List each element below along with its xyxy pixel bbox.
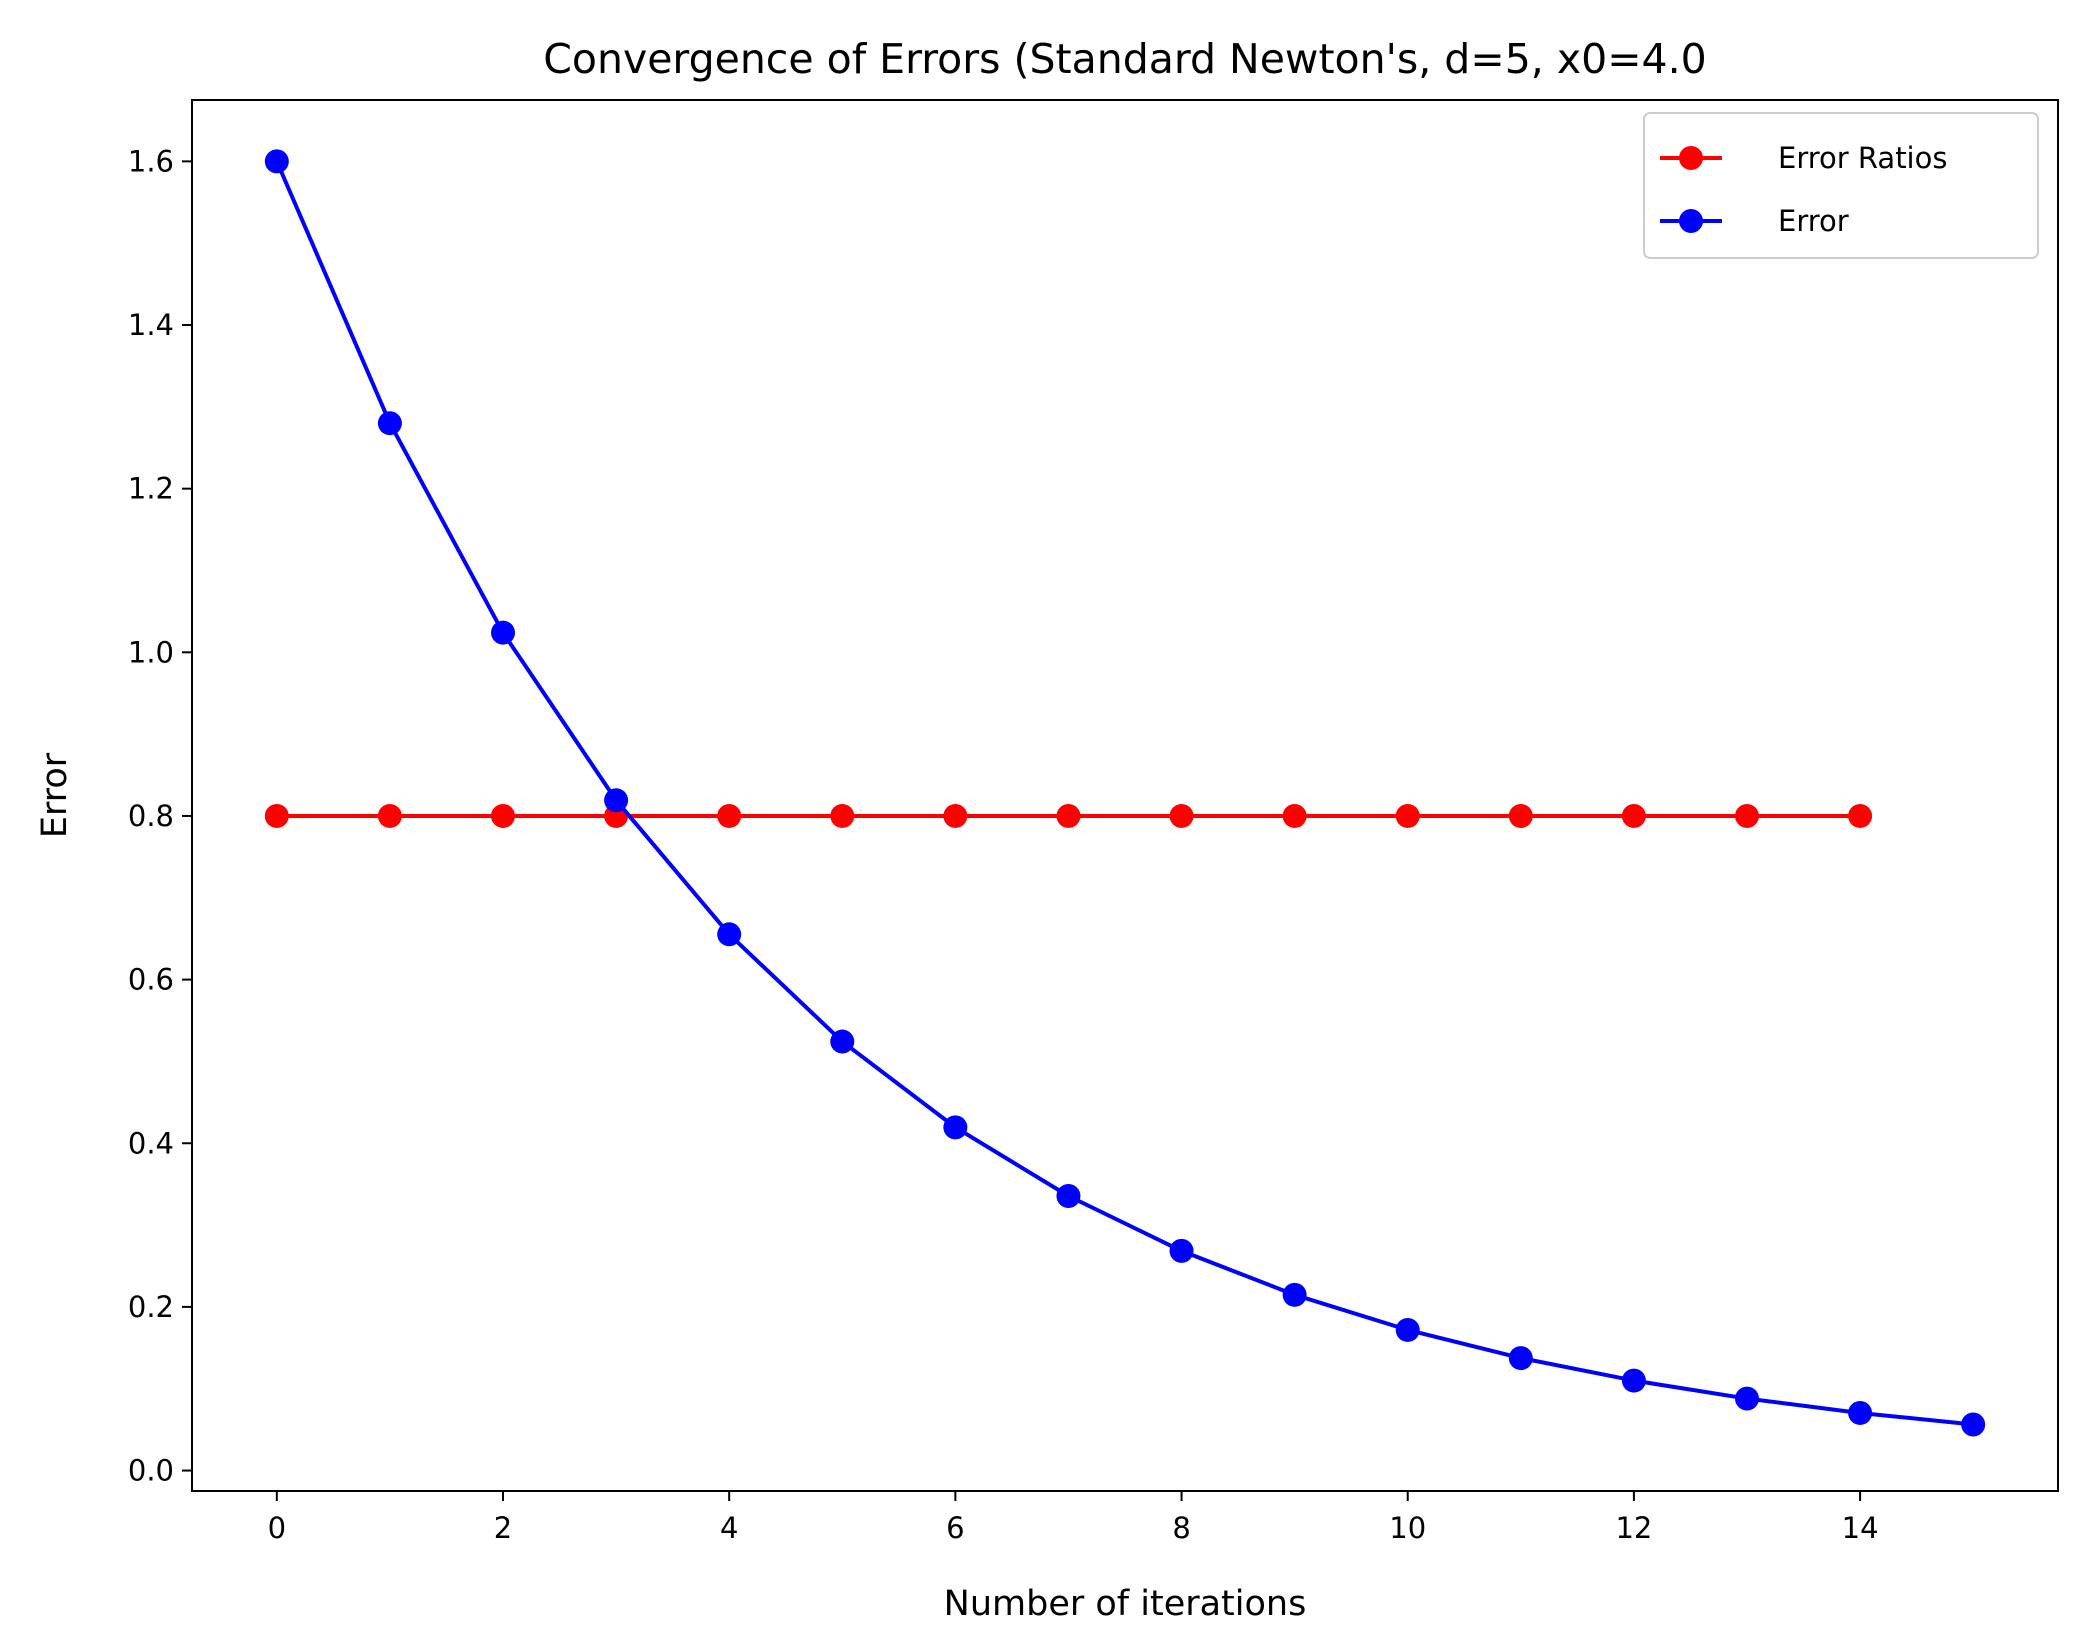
data-point xyxy=(1056,1183,1081,1208)
x-tick-label: 0 xyxy=(268,1511,286,1545)
legend-item: Error xyxy=(1660,204,1849,238)
data-point xyxy=(943,803,968,828)
data-point xyxy=(1621,1368,1646,1393)
data-point xyxy=(1508,1346,1533,1371)
chart-title: Convergence of Errors (Standard Newton's… xyxy=(543,35,1707,83)
data-point xyxy=(264,149,289,174)
x-tick-label: 6 xyxy=(946,1511,964,1545)
x-tick-label: 8 xyxy=(1172,1511,1190,1545)
y-tick-label: 0.6 xyxy=(128,963,174,997)
data-point xyxy=(943,1115,968,1140)
data-point xyxy=(604,788,629,813)
data-point xyxy=(1508,803,1533,828)
x-tick-label: 4 xyxy=(720,1511,738,1545)
legend-marker xyxy=(1679,209,1703,233)
x-tick-label: 10 xyxy=(1389,1511,1426,1545)
data-point xyxy=(1848,803,1873,828)
y-tick-label: 0.0 xyxy=(128,1454,174,1488)
x-tick-label: 2 xyxy=(494,1511,512,1545)
y-tick-label: 1.2 xyxy=(128,472,174,506)
series-layer xyxy=(264,149,1986,1437)
series-error-ratios xyxy=(264,803,1873,828)
series-error xyxy=(264,149,1986,1437)
legend-box xyxy=(1643,112,2039,259)
data-point xyxy=(491,620,515,645)
y-tick-label: 1.0 xyxy=(128,635,174,669)
legend-label: Error xyxy=(1778,204,1849,238)
y-tick-label: 1.6 xyxy=(128,144,174,178)
data-point xyxy=(1395,1317,1420,1342)
legend: Error Ratios Error xyxy=(1643,112,2039,259)
data-point xyxy=(491,803,515,828)
data-point xyxy=(1735,803,1759,828)
data-point xyxy=(1735,1386,1759,1411)
x-axis-ticks: 0 2 4 6 8 10 12 14 xyxy=(268,1491,1879,1545)
y-tick-label: 0.8 xyxy=(128,799,174,833)
y-tick-label: 0.4 xyxy=(128,1126,174,1160)
data-point xyxy=(1395,803,1420,828)
data-point xyxy=(1056,803,1081,828)
data-point xyxy=(717,922,742,947)
y-axis-ticks: 0.0 0.2 0.4 0.6 0.8 1.0 1.2 1.4 1.6 xyxy=(128,144,192,1488)
data-point xyxy=(377,803,402,828)
x-tick-label: 14 xyxy=(1842,1511,1879,1545)
data-point xyxy=(264,803,289,828)
series-line xyxy=(274,160,1974,1427)
legend-marker xyxy=(1679,146,1703,170)
y-tick-label: 0.2 xyxy=(128,1290,174,1324)
y-tick-label: 1.4 xyxy=(128,308,174,342)
data-point xyxy=(830,1029,855,1054)
legend-label: Error Ratios xyxy=(1778,141,1947,175)
data-point xyxy=(377,411,402,436)
x-tick-label: 12 xyxy=(1615,1511,1652,1545)
data-point xyxy=(1282,1282,1307,1307)
data-point xyxy=(830,803,855,828)
data-point xyxy=(1169,1238,1194,1263)
axes-frame xyxy=(191,99,2059,1492)
data-point xyxy=(1282,803,1307,828)
data-point xyxy=(717,803,742,828)
data-point xyxy=(1961,1412,1986,1437)
x-axis-label: Number of iterations xyxy=(944,1584,1307,1624)
y-axis-label: Error xyxy=(35,752,75,838)
data-point xyxy=(1848,1400,1873,1425)
data-point xyxy=(1169,803,1194,828)
data-point xyxy=(1621,803,1646,828)
legend-item: Error Ratios xyxy=(1660,141,1947,175)
